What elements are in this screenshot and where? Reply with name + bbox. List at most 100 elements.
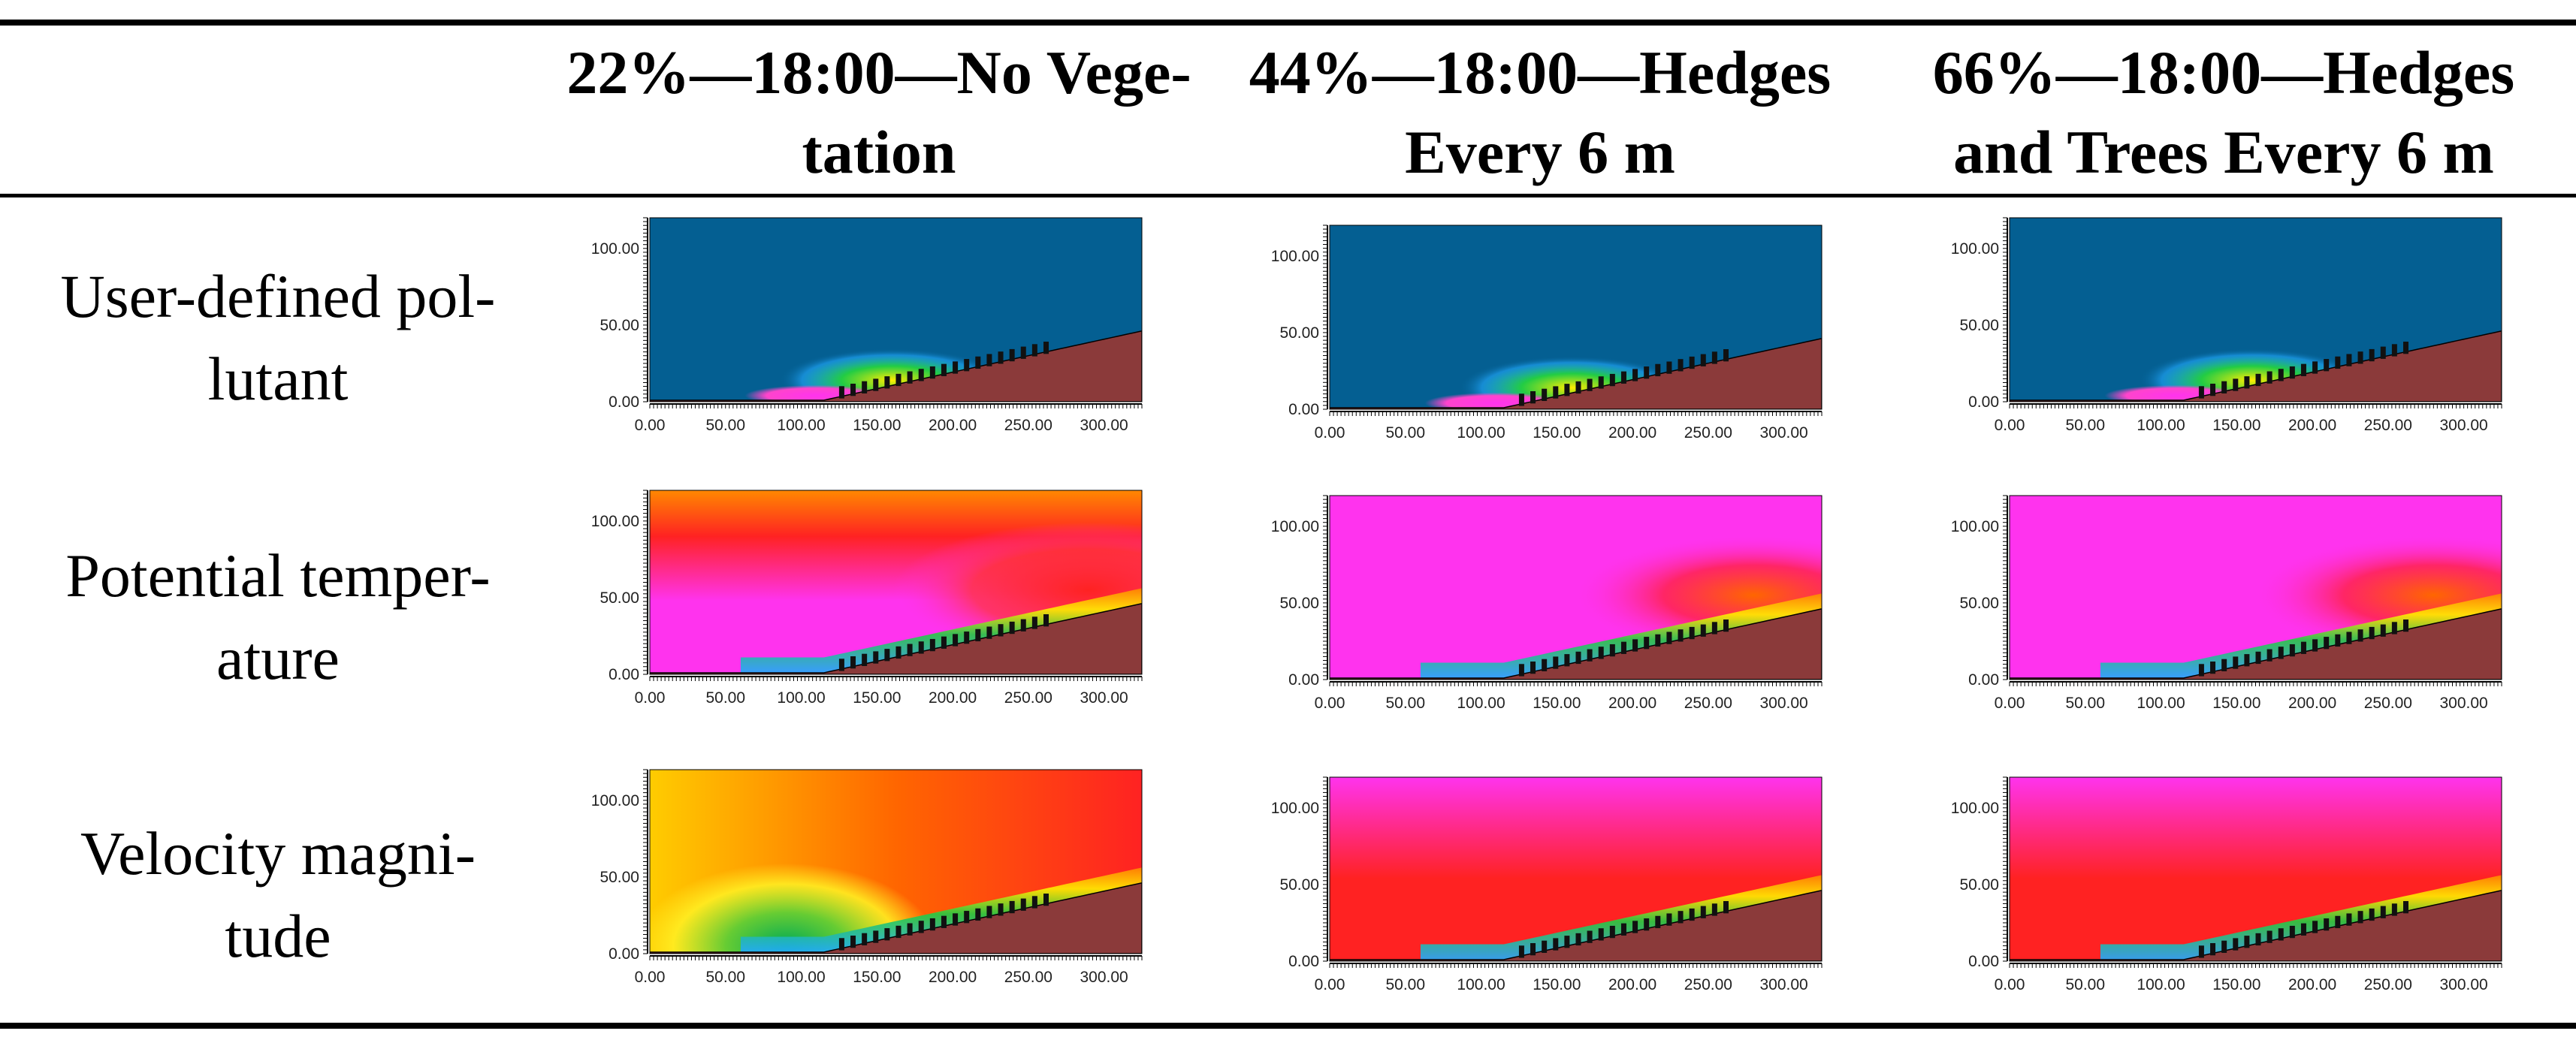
x-tick-label: 200.00 xyxy=(1608,424,1656,442)
building xyxy=(2233,938,2239,951)
building xyxy=(2312,639,2318,652)
building xyxy=(2266,371,2272,384)
panel-temperature-44pct: 0.00 50.00 100.00 150.00 200.00 250.00 300.00 0… xyxy=(1266,492,1837,728)
y-tick-label: 0.00 xyxy=(1968,393,1999,411)
y-tick-label: 100.00 xyxy=(591,513,639,530)
building xyxy=(1655,363,1661,377)
building xyxy=(2300,641,2306,654)
column-header-line: Every 6 m xyxy=(1405,118,1675,186)
row-label-line: Velocity magni- xyxy=(80,819,476,888)
building xyxy=(2391,903,2397,916)
building xyxy=(850,935,856,948)
simulation-plot: 0.00 50.00 100.00 150.00 200.00 250.00 300.00 0… xyxy=(1271,776,1823,993)
building xyxy=(2289,644,2295,657)
x-tick-label: 150.00 xyxy=(2212,417,2260,434)
building xyxy=(2391,344,2397,357)
y-tick-label: 0.00 xyxy=(609,945,639,963)
x-tick-label: 150.00 xyxy=(853,417,901,434)
building xyxy=(2312,361,2318,374)
building xyxy=(838,938,844,951)
building xyxy=(2324,637,2330,650)
building xyxy=(1666,361,1672,374)
building xyxy=(2198,664,2204,677)
building xyxy=(1553,656,1559,669)
terrain xyxy=(2010,890,2502,961)
x-tick-label: 50.00 xyxy=(705,689,745,707)
building xyxy=(895,373,901,387)
building xyxy=(2244,936,2250,948)
building xyxy=(2244,654,2250,667)
panel-pollutant-44pct: 0.00 50.00 100.00 150.00 200.00 250.00 300.00 0… xyxy=(1266,222,1837,458)
building xyxy=(2210,942,2216,956)
panel-pollutant-66pct: 0.00 50.00 100.00 150.00 200.00 250.00 300.00 0… xyxy=(1946,214,2517,451)
x-tick-label: 100.00 xyxy=(2137,417,2185,434)
column-header-44pct: 44%—18:00—Hedges Every 6 m xyxy=(1202,33,1878,192)
x-tick-label: 50.00 xyxy=(2065,695,2105,712)
building xyxy=(2221,940,2227,953)
simulation-plot: 0.00 50.00 100.00 150.00 200.00 250.00 300.00 0… xyxy=(591,217,1143,434)
x-tick-label: 300.00 xyxy=(1080,969,1128,986)
column-header-line: and Trees Every 6 m xyxy=(1953,118,2494,186)
x-tick-label: 100.00 xyxy=(777,689,825,707)
column-header-line: 22%—18:00—No Vege- xyxy=(566,38,1191,107)
simulation-plot: 0.00 50.00 100.00 150.00 200.00 250.00 300.00 0… xyxy=(591,490,1143,707)
building xyxy=(929,638,935,652)
building xyxy=(1043,342,1049,354)
building xyxy=(1020,619,1026,632)
building xyxy=(1518,945,1524,958)
building xyxy=(2403,901,2408,914)
x-tick-label: 100.00 xyxy=(1457,695,1505,712)
table-header-rule xyxy=(0,194,2576,197)
row-label-velocity: Velocity magni- tude xyxy=(0,812,556,978)
column-header-line: 44%—18:00—Hedges xyxy=(1249,38,1832,107)
building xyxy=(2380,906,2386,918)
building xyxy=(1598,376,1604,389)
building xyxy=(2300,363,2306,376)
building xyxy=(2346,354,2352,366)
x-tick-label: 300.00 xyxy=(1759,424,1807,442)
x-tick-label: 0.00 xyxy=(1315,424,1345,442)
building xyxy=(986,906,992,918)
building xyxy=(1564,654,1570,667)
y-tick-label: 0.00 xyxy=(1968,671,1999,689)
building xyxy=(1700,906,1706,918)
building xyxy=(1553,386,1559,399)
building xyxy=(2278,647,2284,659)
terrain xyxy=(650,330,1142,402)
panel-pollutant-22pct: 0.00 50.00 100.00 150.00 200.00 250.00 300.00 0… xyxy=(586,214,1157,451)
row-label-pollutant: User-defined pol- lutant xyxy=(0,255,556,420)
y-tick-label: 50.00 xyxy=(1279,324,1319,342)
building xyxy=(907,923,913,936)
building xyxy=(850,656,856,669)
building xyxy=(953,634,959,647)
building xyxy=(2312,921,2318,933)
building xyxy=(2369,908,2375,921)
boundary-layer xyxy=(740,867,1142,952)
building xyxy=(1723,901,1729,914)
x-tick-label: 0.00 xyxy=(1995,695,2025,712)
x-tick-label: 50.00 xyxy=(2065,417,2105,434)
x-tick-label: 300.00 xyxy=(2439,976,2487,993)
building xyxy=(986,354,992,366)
x-tick-label: 150.00 xyxy=(1533,976,1581,993)
building xyxy=(2255,373,2261,387)
building xyxy=(1689,908,1695,921)
boundary-layer xyxy=(2100,593,2502,678)
building xyxy=(884,928,890,941)
building xyxy=(1689,356,1695,369)
building xyxy=(2346,632,2352,644)
column-header-line: 66%—18:00—Hedges xyxy=(1932,38,2515,107)
panel-temperature-22pct: 0.00 50.00 100.00 150.00 200.00 250.00 300.00 0… xyxy=(586,487,1157,723)
building xyxy=(1609,373,1615,387)
building xyxy=(1575,651,1581,665)
building xyxy=(998,351,1004,364)
building xyxy=(2380,346,2386,359)
building xyxy=(1009,900,1015,914)
building xyxy=(1598,928,1604,941)
y-tick-label: 50.00 xyxy=(1279,595,1319,612)
building xyxy=(1530,661,1536,674)
building xyxy=(918,369,924,381)
building xyxy=(1031,616,1037,629)
building xyxy=(1666,632,1672,644)
x-tick-label: 0.00 xyxy=(1995,976,2025,993)
